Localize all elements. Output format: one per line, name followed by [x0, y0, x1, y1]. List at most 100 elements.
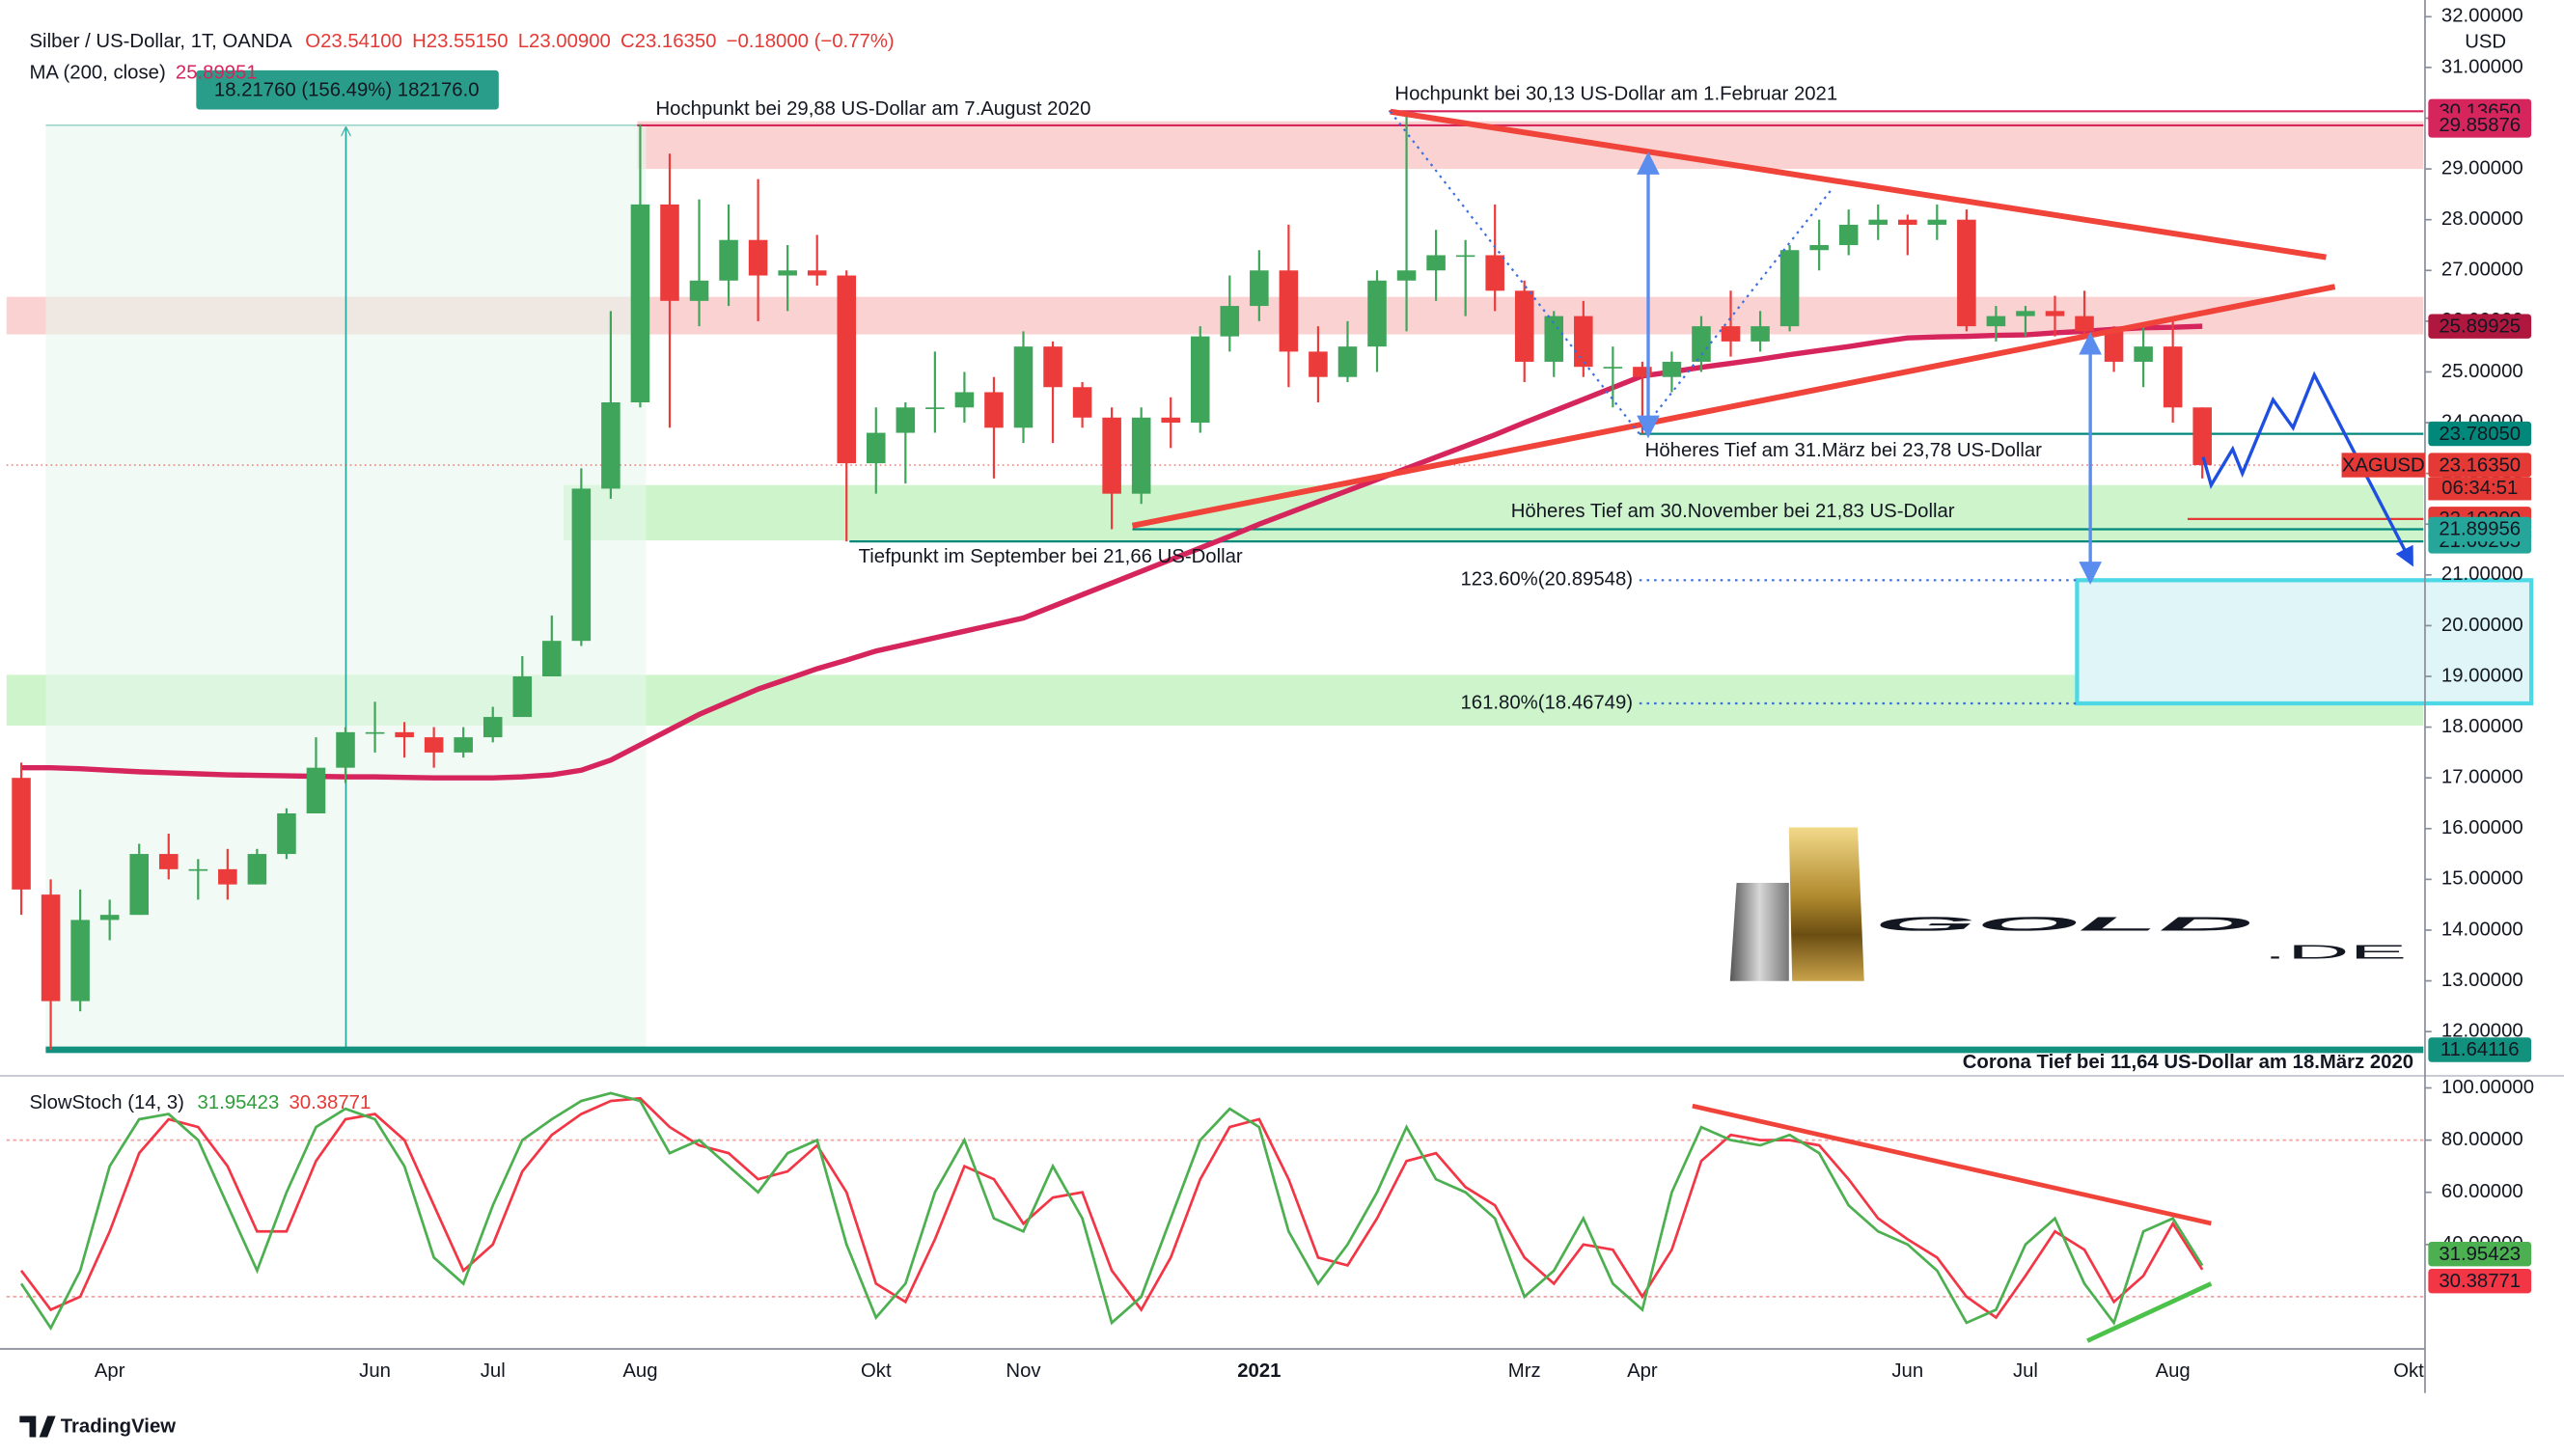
candle-body [1309, 351, 1328, 377]
candle-body [277, 812, 296, 855]
candle-body [925, 407, 945, 409]
price-tag-label: 25.89925 [2439, 316, 2521, 337]
candle-body [1514, 290, 1534, 362]
trendline [1390, 108, 2327, 261]
annotation: Höheres Tief am 31.März bei 23,78 US-Dol… [1645, 440, 2042, 461]
layer-background [6, 110, 2534, 1298]
price-tag [2428, 1037, 2532, 1062]
candle-body [954, 392, 975, 408]
candle-body [601, 402, 620, 489]
ohlc-open: O23.54100 [305, 31, 402, 52]
legend-header: Silber / US-Dollar, 1T, OANDA O23.54100 H2… [30, 31, 895, 52]
candle-body [1250, 270, 1269, 307]
price-tag [2428, 113, 2532, 138]
candle-body [2075, 316, 2094, 332]
x-tick-label: Nov [1006, 1360, 1041, 1382]
candle-body [1957, 219, 1976, 327]
ma-legend: MA (200, close) 25.89951 [30, 63, 258, 84]
x-tick-label: Okt [2393, 1360, 2424, 1382]
candle-body [70, 920, 90, 1002]
layer-marks [12, 111, 2212, 1332]
y-tick-label: 100.00000 [2441, 1077, 2534, 1098]
stoch-line [19, 1096, 2204, 1320]
candle-body [2016, 311, 2035, 316]
logo-text: GOLD [1874, 914, 2255, 935]
candle-body [1751, 326, 1770, 342]
price-tag [2428, 453, 2532, 478]
candle-body [218, 868, 237, 885]
fib-label: 123.60%(20.89548) [1460, 569, 1633, 591]
target-box [2075, 578, 2534, 706]
symbol-title: Silber / US-Dollar, 1T, OANDA [30, 31, 293, 52]
candle-body [2163, 346, 2183, 408]
value-tag-label: 30.38771 [2439, 1271, 2521, 1292]
y-tick-label: 13.00000 [2441, 970, 2523, 991]
x-tick-label: Okt [861, 1360, 892, 1382]
candle-body [41, 894, 61, 1002]
annotation: Tiefpunkt im September bei 21,66 US-Doll… [859, 546, 1243, 567]
stoch-title: SlowStoch (14, 3) [30, 1092, 184, 1113]
candle-body [1013, 346, 1034, 428]
candle-body [1662, 361, 1682, 377]
candle-body [188, 868, 208, 871]
price-tag-label: 21.89956 [2439, 519, 2521, 540]
price-tag [2428, 421, 2532, 447]
x-tick-label: Jul [481, 1360, 506, 1382]
candle-body [1809, 244, 1829, 251]
candle-body [482, 717, 503, 738]
candle-body [896, 407, 916, 433]
stoch-legend: SlowStoch (14, 3) 31.95423 30.38771 [30, 1092, 372, 1113]
x-tick-label: 2021 [1237, 1360, 1281, 1382]
projection-path [2201, 371, 2413, 567]
candle-body [395, 731, 414, 738]
y-tick-label: 17.00000 [2441, 767, 2523, 788]
trendline [1131, 284, 2336, 529]
ohlc-close: C23.16350 [620, 31, 716, 52]
price-tag-label: 29.85876 [2439, 115, 2521, 136]
y-tick-label: 27.00000 [2441, 260, 2523, 281]
candle-body [660, 204, 679, 301]
zone [564, 484, 2424, 541]
symbol-tag-label: XAGUSD [2342, 454, 2425, 476]
stoch-k-value: 31.95423 [198, 1092, 280, 1113]
candle-body [1779, 250, 1800, 327]
candle-body [807, 270, 827, 276]
candle-body [306, 767, 326, 813]
y-tick-label: 20.00000 [2441, 615, 2523, 636]
axis-unit: USD [2465, 31, 2506, 52]
y-tick-label: 12.00000 [2441, 1021, 2523, 1042]
x-tick-label: Apr [95, 1360, 125, 1382]
y-tick-label: 29.00000 [2441, 157, 2523, 179]
candle-body [571, 488, 592, 642]
candle-body [129, 854, 149, 916]
x-tick-label: Jul [2013, 1360, 2038, 1382]
y-tick-label: 80.00000 [2441, 1129, 2523, 1150]
candle-body [630, 204, 650, 403]
value-tag [2428, 1241, 2532, 1267]
value-tag-label: 31.95423 [2439, 1244, 2521, 1265]
annotation: Hochpunkt bei 30,13 US-Dollar am 1.Febru… [1394, 84, 1837, 105]
value-tag [2428, 1268, 2532, 1294]
x-tick-label: Jun [359, 1360, 391, 1382]
candle-body [2045, 311, 2065, 316]
ohlc-change: −0.18000 (−0.77%) [727, 31, 895, 52]
price-tag [2428, 314, 2532, 339]
x-tick-label: Aug [2156, 1360, 2191, 1382]
candle-body [1220, 306, 1240, 337]
candle-body [1337, 346, 1358, 377]
candle-body [1574, 316, 1593, 368]
candle-body [1455, 255, 1475, 258]
stoch-trendline [2086, 1281, 2213, 1343]
countdown-label: 06:34:51 [2441, 478, 2518, 499]
candle-body [336, 731, 355, 768]
ohlc-low: L23.00900 [518, 31, 611, 52]
candle-body [1986, 316, 2006, 327]
y-tick-label: 28.00000 [2441, 208, 2523, 230]
ohlc-high: H23.55150 [412, 31, 508, 52]
price-tag-label: 23.78050 [2439, 424, 2521, 445]
stoch-d-value: 30.38771 [289, 1092, 371, 1113]
candle-body [1043, 346, 1062, 388]
layer-annotations: 18.21760 (156.49%) 182176.0 123.60%(20.89… [196, 69, 2413, 1343]
